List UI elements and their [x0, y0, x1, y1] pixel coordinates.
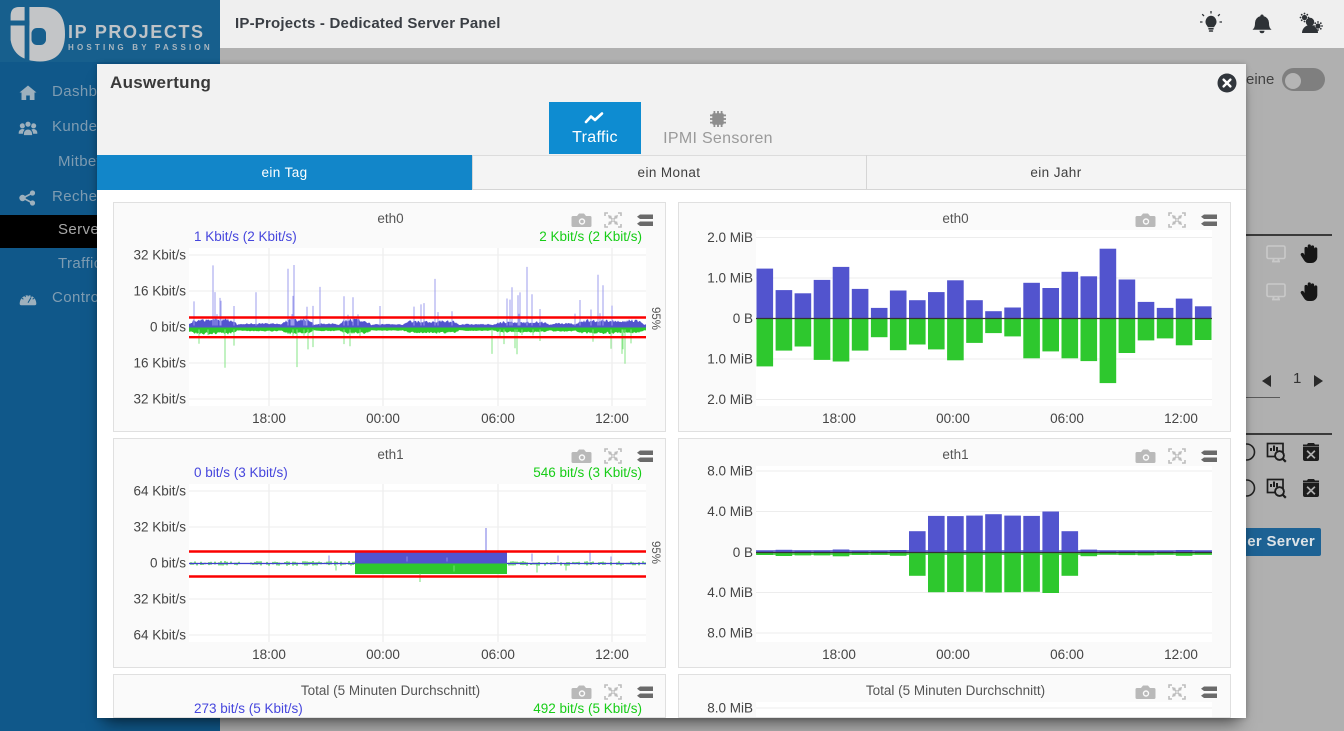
svg-text:eth1: eth1 — [942, 447, 968, 462]
svg-text:64 Kbit/s: 64 Kbit/s — [133, 484, 186, 499]
svg-text:Total (5 Minuten Durchschnitt): Total (5 Minuten Durchschnitt) — [301, 683, 480, 698]
svg-text:18:00: 18:00 — [252, 647, 286, 662]
svg-text:32 Kbit/s: 32 Kbit/s — [133, 592, 186, 607]
svg-text:00:00: 00:00 — [936, 647, 970, 662]
svg-text:00:00: 00:00 — [366, 411, 400, 426]
svg-text:12:00: 12:00 — [1164, 411, 1198, 426]
svg-text:06:00: 06:00 — [481, 411, 515, 426]
svg-text:2.0 MiB: 2.0 MiB — [707, 392, 753, 407]
svg-text:1.0 MiB: 1.0 MiB — [707, 271, 753, 286]
svg-text:492 bit/s (5 Kbit/s): 492 bit/s (5 Kbit/s) — [533, 701, 642, 716]
svg-text:Total (5 Minuten Durchschnitt): Total (5 Minuten Durchschnitt) — [866, 683, 1045, 698]
svg-text:273 bit/s (5 Kbit/s): 273 bit/s (5 Kbit/s) — [194, 701, 303, 716]
svg-text:12:00: 12:00 — [595, 647, 629, 662]
svg-text:16 Kbit/s: 16 Kbit/s — [133, 356, 186, 371]
svg-text:06:00: 06:00 — [481, 647, 515, 662]
svg-text:0 B: 0 B — [733, 311, 753, 326]
svg-text:18:00: 18:00 — [822, 411, 856, 426]
svg-text:4.0 MiB: 4.0 MiB — [707, 585, 753, 600]
svg-text:06:00: 06:00 — [1050, 411, 1084, 426]
svg-text:06:00: 06:00 — [1050, 647, 1084, 662]
svg-text:12:00: 12:00 — [595, 411, 629, 426]
svg-text:95%: 95% — [649, 541, 661, 564]
svg-text:8.0 MiB: 8.0 MiB — [707, 701, 753, 716]
svg-text:32 Kbit/s: 32 Kbit/s — [133, 392, 186, 407]
svg-text:00:00: 00:00 — [936, 411, 970, 426]
svg-text:eth1: eth1 — [377, 447, 403, 462]
svg-text:64 Kbit/s: 64 Kbit/s — [133, 628, 186, 643]
svg-text:32 Kbit/s: 32 Kbit/s — [133, 520, 186, 535]
svg-text:1.0 MiB: 1.0 MiB — [707, 352, 753, 367]
svg-text:0 bit/s (3 Kbit/s): 0 bit/s (3 Kbit/s) — [194, 465, 288, 480]
svg-text:1 Kbit/s (2 Kbit/s): 1 Kbit/s (2 Kbit/s) — [194, 229, 297, 244]
svg-text:12:00: 12:00 — [1164, 647, 1198, 662]
svg-text:4.0 MiB: 4.0 MiB — [707, 504, 753, 519]
svg-text:eth0: eth0 — [377, 211, 403, 226]
svg-text:2.0 MiB: 2.0 MiB — [707, 230, 753, 245]
svg-text:18:00: 18:00 — [252, 411, 286, 426]
svg-text:0 bit/s: 0 bit/s — [150, 556, 186, 571]
svg-text:8.0 MiB: 8.0 MiB — [707, 464, 753, 479]
svg-text:eth0: eth0 — [942, 211, 968, 226]
svg-text:0 bit/s: 0 bit/s — [150, 320, 186, 335]
svg-text:8.0 MiB: 8.0 MiB — [707, 626, 753, 641]
svg-text:16 Kbit/s: 16 Kbit/s — [133, 284, 186, 299]
svg-text:0 B: 0 B — [733, 545, 753, 560]
svg-text:546 bit/s (3 Kbit/s): 546 bit/s (3 Kbit/s) — [533, 465, 642, 480]
svg-text:2 Kbit/s (2 Kbit/s): 2 Kbit/s (2 Kbit/s) — [539, 229, 642, 244]
svg-text:00:00: 00:00 — [366, 647, 400, 662]
svg-text:18:00: 18:00 — [822, 647, 856, 662]
svg-text:95%: 95% — [649, 307, 661, 330]
svg-text:32 Kbit/s: 32 Kbit/s — [133, 248, 186, 263]
